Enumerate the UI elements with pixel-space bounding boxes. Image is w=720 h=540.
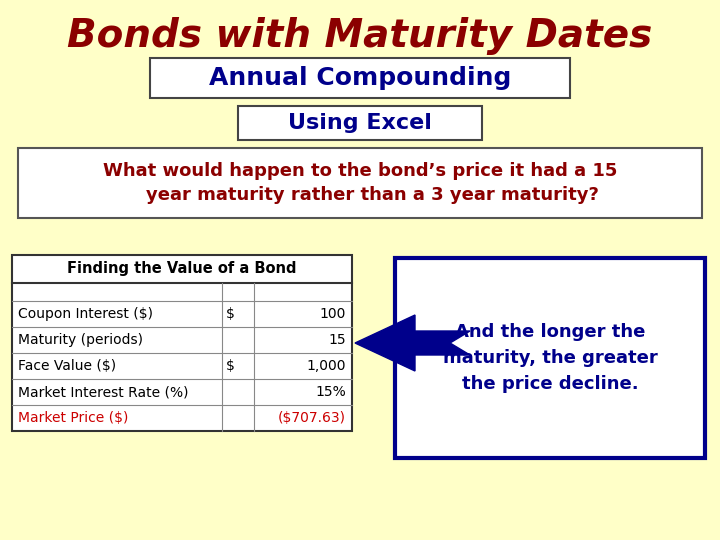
Text: $: $ [226,307,235,321]
Text: 15%: 15% [315,385,346,399]
Text: $: $ [226,359,235,373]
Text: Finding the Value of a Bond: Finding the Value of a Bond [67,261,297,276]
Text: Annual Compounding: Annual Compounding [209,66,511,90]
Text: ($707.63): ($707.63) [278,411,346,425]
Text: 100: 100 [320,307,346,321]
Text: Market Price ($): Market Price ($) [18,411,128,425]
FancyBboxPatch shape [18,148,702,218]
Polygon shape [355,315,470,371]
Text: Using Excel: Using Excel [288,113,432,133]
FancyBboxPatch shape [150,58,570,98]
FancyBboxPatch shape [395,258,705,458]
Text: And the longer the
maturity, the greater
the price decline.: And the longer the maturity, the greater… [443,322,657,394]
Text: Maturity (periods): Maturity (periods) [18,333,143,347]
Text: Face Value ($): Face Value ($) [18,359,116,373]
Text: Market Interest Rate (%): Market Interest Rate (%) [18,385,189,399]
FancyBboxPatch shape [238,106,482,140]
Text: Coupon Interest ($): Coupon Interest ($) [18,307,153,321]
Text: 15: 15 [328,333,346,347]
Text: Bonds with Maturity Dates: Bonds with Maturity Dates [68,17,652,55]
Text: What would happen to the bond’s price it had a 15
    year maturity rather than : What would happen to the bond’s price it… [103,162,617,204]
FancyBboxPatch shape [12,255,352,431]
Text: 1,000: 1,000 [307,359,346,373]
